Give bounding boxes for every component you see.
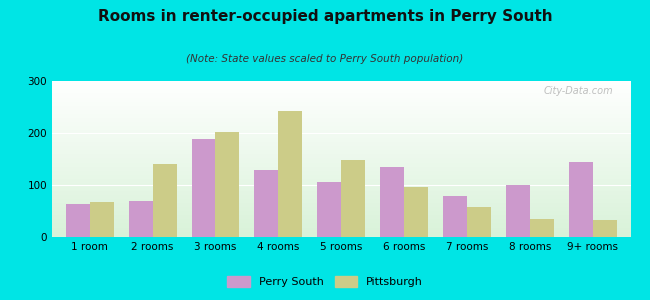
Bar (530, 219, 554, 237)
Bar (153, 164, 177, 237)
Bar (216, 132, 239, 237)
Bar (278, 111, 302, 237)
Bar (404, 187, 428, 237)
Bar (506, 185, 530, 237)
Bar (443, 196, 467, 237)
Bar (467, 207, 491, 237)
Bar (593, 220, 617, 237)
Legend: Perry South, Pittsburgh: Perry South, Pittsburgh (223, 271, 427, 291)
Text: Rooms in renter-occupied apartments in Perry South: Rooms in renter-occupied apartments in P… (98, 9, 552, 24)
Bar (129, 201, 153, 237)
Bar (341, 160, 365, 237)
Text: City-Data.com: City-Data.com (543, 86, 613, 96)
Bar (569, 162, 593, 237)
Bar (317, 182, 341, 237)
Bar (255, 170, 278, 237)
Bar (90, 202, 114, 237)
Text: (Note: State values scaled to Perry South population): (Note: State values scaled to Perry Sout… (187, 54, 463, 64)
Bar (66, 204, 90, 237)
Bar (380, 167, 404, 237)
Bar (192, 139, 216, 237)
